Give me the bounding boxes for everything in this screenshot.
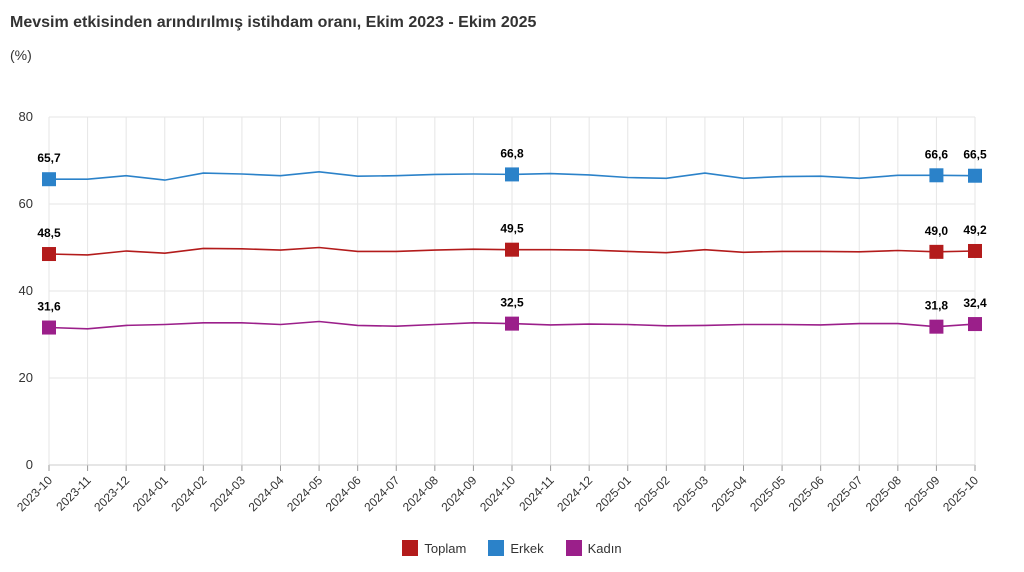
x-tick-label: 2024-09 [438, 473, 479, 514]
x-tick-label: 2024-10 [477, 473, 518, 514]
legend-item-kadın[interactable]: Kadın [565, 540, 622, 556]
legend-swatch [402, 540, 419, 556]
marker-toplam[interactable] [505, 242, 519, 257]
x-tick-label: 2024-07 [361, 473, 402, 514]
x-tick-label: 2024-06 [323, 473, 364, 514]
marker-toplam[interactable] [42, 247, 56, 262]
legend-swatch [488, 540, 505, 556]
x-tick-label: 2023-12 [91, 473, 132, 514]
data-label-erkek: 66,6 [925, 147, 949, 161]
x-tick-label: 2024-01 [130, 473, 171, 514]
x-tick-label: 2025-09 [901, 473, 942, 514]
marker-toplam[interactable] [929, 244, 944, 259]
x-tick-label: 2025-05 [747, 473, 788, 514]
legend-item-toplam[interactable]: Toplam [402, 540, 466, 556]
data-label-erkek: 65,7 [37, 151, 61, 165]
data-label-kadın: 32,4 [963, 296, 987, 310]
data-label-erkek: 66,5 [963, 148, 987, 162]
data-label-toplam: 49,0 [925, 224, 949, 238]
data-label-kadın: 31,8 [925, 299, 949, 313]
x-tick-label: 2025-04 [709, 473, 750, 514]
x-tick-label: 2024-11 [516, 473, 557, 514]
marker-toplam[interactable] [968, 243, 982, 258]
x-tick-label: 2025-01 [593, 473, 634, 514]
chart-subtitle: (%) [10, 47, 32, 63]
x-tick-label: 2025-06 [786, 473, 827, 514]
y-tick-label: 60 [19, 196, 33, 211]
y-tick-label: 20 [19, 370, 33, 385]
data-labels: 48,5 49,5 49,0 49,2 65,7 66,8 66,6 66,5 31,6 32,5… [37, 146, 987, 313]
marker-erkek[interactable] [42, 172, 56, 187]
data-label-toplam: 48,5 [37, 226, 61, 240]
x-tick-label: 2024-04 [246, 473, 287, 514]
x-tick-label: 2025-07 [824, 473, 865, 514]
x-tick-label: 2025-02 [631, 473, 672, 514]
x-tick-label: 2025-10 [940, 473, 981, 514]
legend-item-erkek[interactable]: Erkek [488, 540, 544, 556]
x-tick-label: 2023-10 [14, 473, 55, 514]
x-tick-label: 2024-02 [168, 473, 209, 514]
y-axis: 0 20 40 60 80 [19, 109, 33, 472]
x-tick-label: 2023-11 [53, 473, 94, 514]
marker-erkek[interactable] [505, 167, 519, 182]
x-tick-label: 2025-08 [863, 473, 904, 514]
data-label-erkek: 66,8 [500, 146, 524, 160]
data-label-toplam: 49,2 [963, 223, 987, 237]
marker-erkek[interactable] [968, 168, 982, 183]
legend-label: Toplam [424, 540, 467, 556]
chart-title: Mevsim etkisinden arındırılmış istihdam … [10, 14, 537, 31]
legend: Toplam Erkek Kadın [0, 540, 1024, 556]
marker-kadın[interactable] [42, 320, 56, 335]
x-tick-label: 2024-08 [400, 473, 441, 514]
data-label-kadın: 32,5 [500, 296, 524, 310]
marker-kadın[interactable] [929, 319, 944, 334]
y-tick-label: 0 [26, 457, 33, 472]
marker-kadın[interactable] [968, 317, 982, 332]
x-tick-label: 2024-12 [554, 473, 595, 514]
legend-label: Kadın [587, 540, 622, 556]
x-tick-label: 2025-03 [670, 473, 711, 514]
y-tick-label: 80 [19, 109, 33, 124]
legend-swatch [565, 540, 582, 556]
data-label-kadın: 31,6 [37, 300, 61, 314]
x-tick-label: 2024-03 [207, 473, 248, 514]
series-markers[interactable] [42, 167, 982, 335]
x-axis: 2023-102023-112023-122024-012024-022024-… [14, 464, 981, 514]
marker-kadın[interactable] [505, 316, 519, 331]
data-label-toplam: 49,5 [500, 222, 524, 236]
legend-label: Erkek [510, 540, 544, 556]
x-tick-label: 2024-05 [284, 473, 325, 514]
marker-erkek[interactable] [929, 168, 944, 183]
y-tick-label: 40 [19, 283, 33, 298]
